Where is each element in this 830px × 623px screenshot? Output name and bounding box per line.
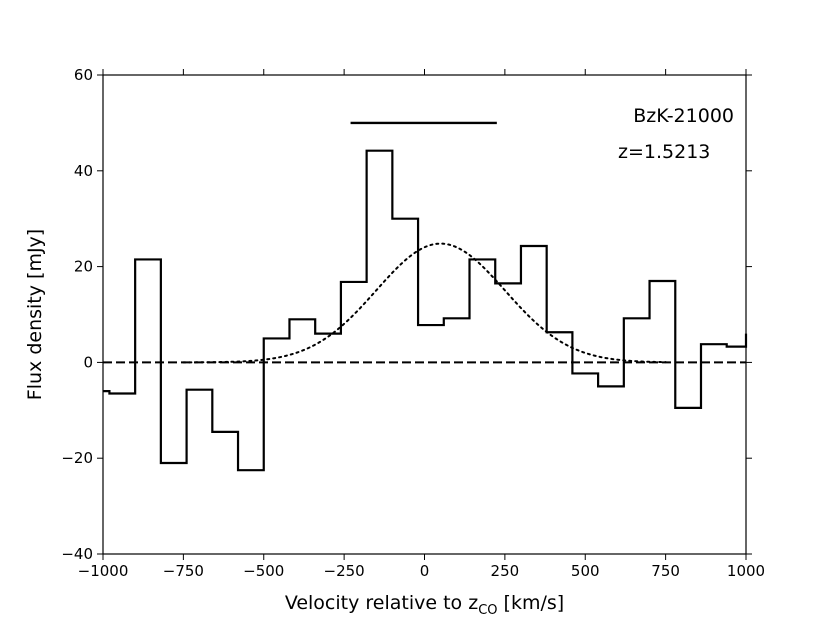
y-axis-label: Flux density [mJy] <box>24 229 46 400</box>
x-tick-label: 500 <box>571 562 600 580</box>
x-tick-label: −500 <box>243 562 284 580</box>
x-axis-label-subscript: CO <box>478 603 497 618</box>
x-axis-label-main: Velocity relative to z <box>285 592 478 614</box>
y-tick-label: 60 <box>74 66 93 84</box>
axes-frame <box>102 74 747 555</box>
plot-area <box>103 121 748 472</box>
object-name-label: BzK-21000 <box>633 105 734 127</box>
x-axis-label: Velocity relative to zCO [km/s] <box>285 592 564 618</box>
x-tick-label: 0 <box>420 562 430 580</box>
x-tick-label: −250 <box>324 562 365 580</box>
y-tick-label: 0 <box>83 353 93 371</box>
gaussian-fit-line <box>182 242 667 364</box>
x-tick-label: −750 <box>163 562 204 580</box>
redshift-label: z=1.5213 <box>618 141 710 163</box>
x-tick-label: 250 <box>491 562 520 580</box>
y-tick-label: −20 <box>61 449 93 467</box>
x-axis-label-unit: [km/s] <box>498 592 565 614</box>
x-tick-label: 1000 <box>727 562 765 580</box>
axis-ticks: −1000 −750 −500 −250 0 250 500 750 1000 −40 −20 0 20… <box>61 66 765 580</box>
y-tick-label: −40 <box>61 545 93 563</box>
spectrum-step-line <box>103 149 748 472</box>
y-tick-label: 40 <box>74 162 93 180</box>
x-tick-label: 750 <box>651 562 680 580</box>
y-tick-label: 20 <box>74 258 93 276</box>
x-tick-label: −1000 <box>78 562 129 580</box>
